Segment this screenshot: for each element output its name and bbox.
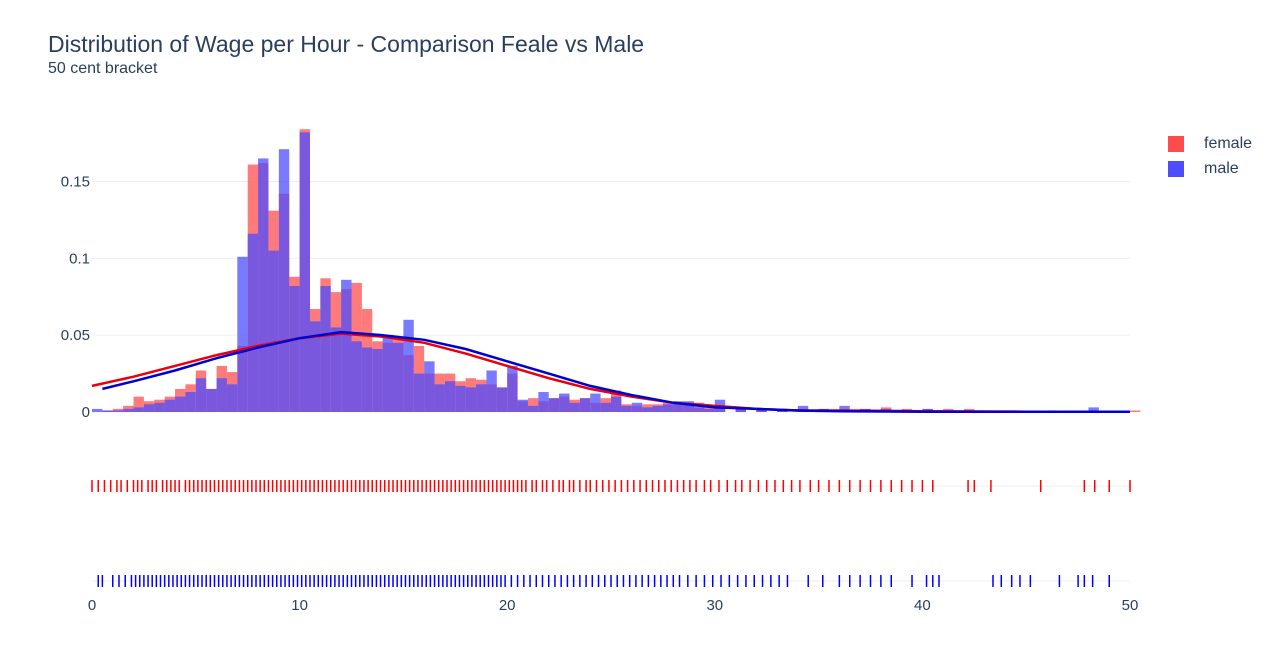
bar-male bbox=[548, 398, 560, 412]
chart-subtitle: 50 cent bracket bbox=[48, 60, 158, 77]
male-histogram bbox=[92, 132, 1099, 412]
bar-male bbox=[756, 408, 767, 412]
bar-male bbox=[631, 402, 643, 412]
x-axis-ticks: 0 10 20 30 40 50 bbox=[88, 597, 1139, 614]
bar-male bbox=[579, 398, 591, 412]
bar-male bbox=[206, 388, 217, 412]
bar-male bbox=[237, 256, 248, 412]
y-tick-label: 0.05 bbox=[61, 327, 90, 344]
bar-male bbox=[393, 342, 404, 412]
bar-male bbox=[527, 405, 539, 412]
y-axis-ticks: 0 0.05 0.1 0.15 bbox=[61, 173, 90, 421]
bar-male bbox=[278, 149, 290, 412]
bar-male bbox=[611, 396, 622, 412]
bar-male bbox=[403, 319, 414, 412]
bar-male bbox=[372, 348, 383, 412]
bar-male bbox=[154, 402, 165, 412]
bar-male bbox=[1088, 407, 1099, 412]
bar-male bbox=[226, 384, 238, 412]
y-tick-label: 0 bbox=[82, 404, 90, 421]
bar-male bbox=[735, 408, 746, 412]
legend-label-male: male bbox=[1204, 159, 1239, 177]
bar-male bbox=[195, 378, 207, 412]
bar-male bbox=[413, 373, 425, 412]
x-tick-label: 20 bbox=[499, 597, 516, 614]
bar-male bbox=[247, 233, 259, 412]
bar-male bbox=[683, 401, 695, 412]
bar-male bbox=[476, 384, 487, 412]
rug-plots bbox=[91, 480, 1131, 587]
bar-male bbox=[673, 401, 684, 412]
bar-male bbox=[538, 392, 549, 412]
legend-label-female: female bbox=[1204, 134, 1253, 152]
legend: female male bbox=[1168, 131, 1252, 181]
bar-male bbox=[652, 405, 663, 412]
legend-item-female[interactable]: female bbox=[1168, 131, 1252, 156]
x-tick-label: 30 bbox=[706, 597, 723, 614]
x-tick-label: 40 bbox=[914, 597, 931, 614]
legend-swatch-female bbox=[1168, 135, 1184, 152]
bar-male bbox=[216, 378, 227, 412]
bar-female bbox=[527, 398, 539, 412]
bar-male bbox=[444, 381, 456, 412]
bar-female bbox=[133, 396, 144, 412]
bar-male bbox=[133, 407, 144, 412]
bar-male bbox=[704, 408, 715, 412]
bar-male bbox=[434, 384, 445, 412]
bar-male bbox=[289, 285, 300, 412]
bar-male bbox=[175, 396, 186, 412]
bar-male bbox=[309, 321, 321, 412]
x-tick-label: 50 bbox=[1122, 597, 1139, 614]
bar-male bbox=[465, 387, 477, 412]
bar-male bbox=[600, 402, 611, 412]
bar-male bbox=[797, 405, 809, 412]
bar-male bbox=[496, 387, 508, 412]
bar-male bbox=[486, 370, 497, 412]
bar-male bbox=[123, 408, 134, 412]
bar-male bbox=[507, 365, 518, 412]
bar-male bbox=[185, 392, 196, 412]
bar-male bbox=[424, 361, 435, 412]
bar-male bbox=[455, 385, 466, 412]
bar-male bbox=[164, 399, 176, 412]
bar-male bbox=[330, 327, 342, 412]
bar-male bbox=[517, 399, 528, 412]
x-tick-label: 10 bbox=[291, 597, 308, 614]
legend-swatch-male bbox=[1168, 160, 1184, 177]
bar-male bbox=[662, 404, 674, 412]
bar-male bbox=[569, 402, 580, 412]
bar-male bbox=[839, 405, 850, 412]
bar-male bbox=[268, 250, 279, 412]
legend-item-male[interactable]: male bbox=[1168, 156, 1252, 181]
bar-female bbox=[1130, 410, 1141, 412]
y-tick-label: 0.15 bbox=[61, 173, 90, 190]
bar-male bbox=[694, 407, 705, 412]
bar-male bbox=[112, 410, 124, 412]
bar-male bbox=[102, 410, 113, 412]
curve-male bbox=[102, 330, 1130, 414]
y-tick-label: 0.1 bbox=[69, 250, 90, 267]
bar-male bbox=[559, 393, 570, 412]
bar-male bbox=[92, 408, 103, 412]
bar-male bbox=[642, 407, 653, 412]
bar-male bbox=[621, 405, 632, 412]
bar-male bbox=[590, 393, 601, 412]
bar-male bbox=[361, 347, 373, 412]
bar-male bbox=[351, 341, 362, 412]
chart-title: Distribution of Wage per Hour - Comparis… bbox=[48, 31, 645, 57]
bar-male bbox=[299, 132, 310, 412]
bar-male bbox=[258, 158, 269, 412]
distribution-curves bbox=[91, 330, 1131, 414]
x-tick-label: 0 bbox=[88, 597, 96, 614]
bar-male bbox=[341, 279, 352, 412]
bar-male bbox=[143, 404, 155, 412]
bar-male bbox=[382, 335, 394, 412]
bar-male bbox=[320, 285, 331, 412]
